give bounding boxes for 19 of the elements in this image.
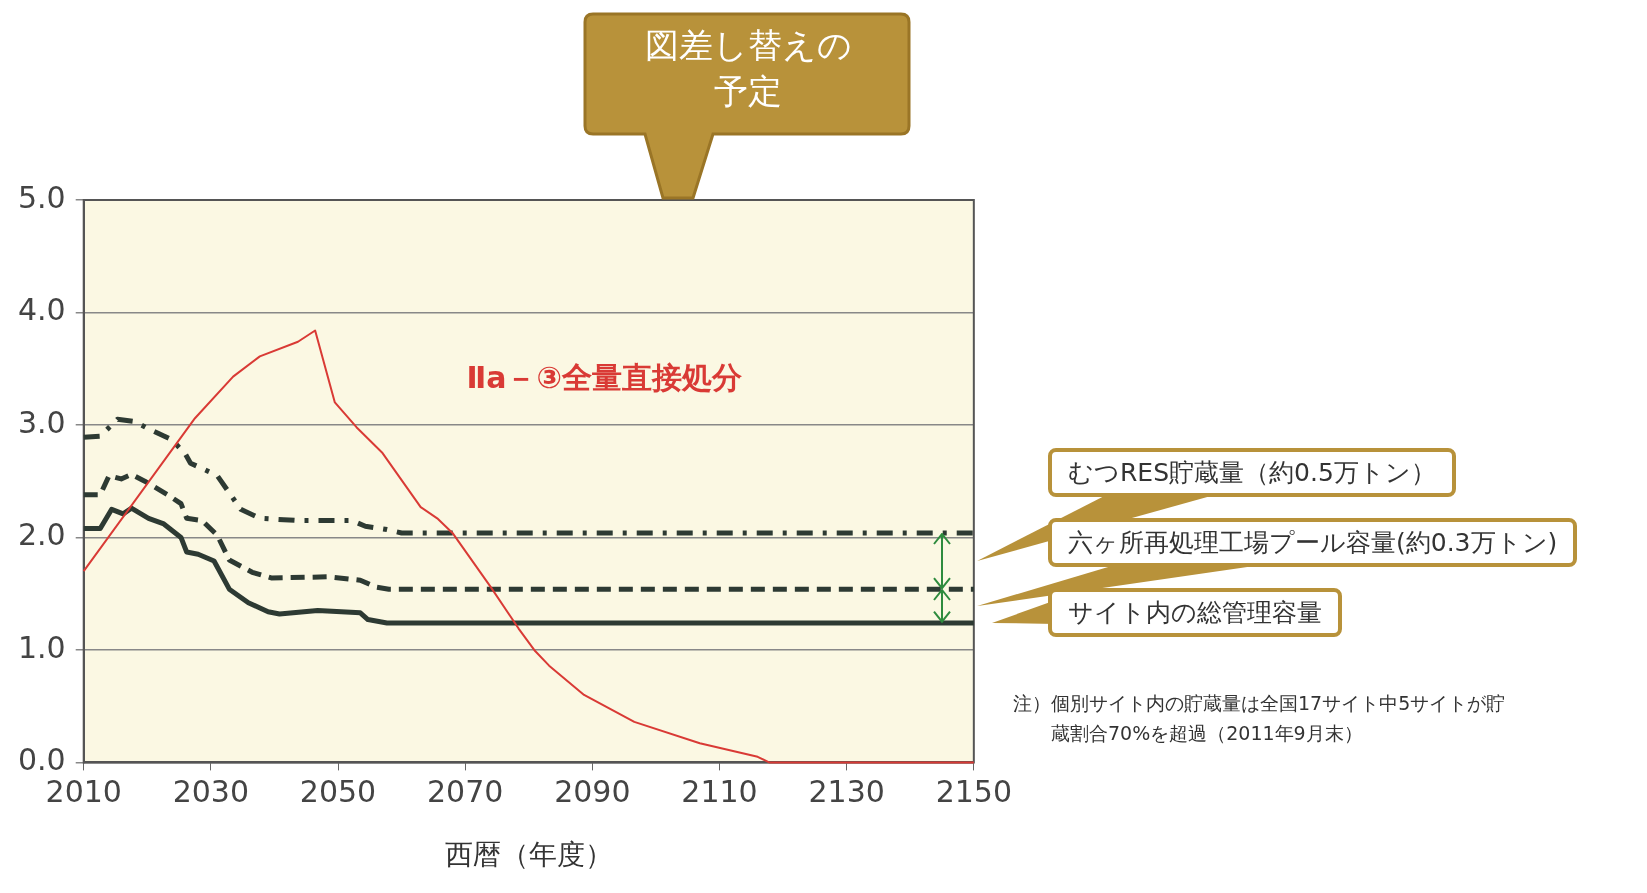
x-tick-label: 2050 xyxy=(299,774,377,810)
y-tick-label: 4.0 xyxy=(17,292,66,328)
y-tick-label: 3.0 xyxy=(17,404,66,440)
text: むつRES貯蔵量（約0.5万トン） xyxy=(1048,448,1456,497)
x-tick-label: 2150 xyxy=(935,774,1013,810)
text: サイト内の総管理容量 xyxy=(1048,588,1342,637)
x-axis-title: 西暦（年度） xyxy=(444,838,613,872)
x-tick-label: 2090 xyxy=(554,774,631,810)
x-tick-label: 2070 xyxy=(427,774,504,810)
x-tick-label: 2110 xyxy=(681,774,758,810)
text: 図差し替えの予定 xyxy=(643,24,853,113)
y-tick-label: 2.0 xyxy=(17,517,66,553)
x-tick-label: 2130 xyxy=(808,774,885,810)
y-tick-label: 5.0 xyxy=(17,179,66,215)
x-tick-label: 2030 xyxy=(172,774,250,810)
text: 六ヶ所再処理工場プール容量(約0.3万トン) xyxy=(1048,518,1578,567)
text: Ⅱa－③全量直接処分 xyxy=(466,359,742,395)
y-tick-label: 1.0 xyxy=(17,629,66,665)
text: 注）個別サイト内の貯蔵量は全国17サイト中5サイトが貯蔵割合70%を超過（2011年9月末） xyxy=(1013,691,1507,746)
